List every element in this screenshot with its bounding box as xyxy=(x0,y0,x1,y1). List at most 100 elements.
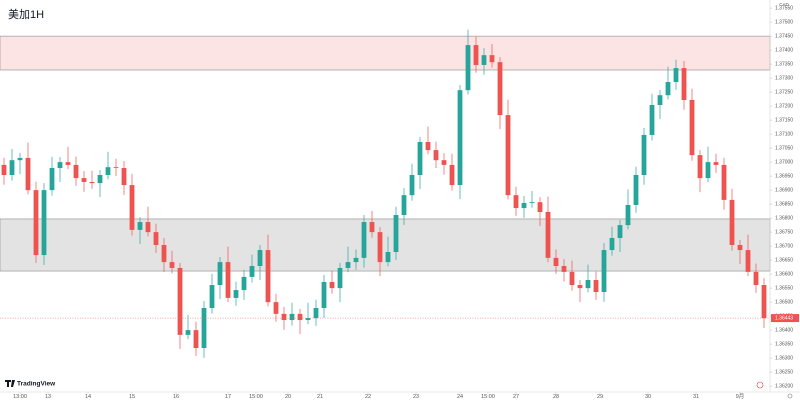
candle-body xyxy=(329,281,335,289)
candle-body xyxy=(161,245,167,263)
y-tick-label: 1.36300 xyxy=(775,355,793,361)
y-tick-label: 1.36400 xyxy=(775,327,793,333)
candle-body xyxy=(9,160,15,175)
candle-body xyxy=(705,162,711,179)
y-tick-label: 1.36600 xyxy=(775,271,793,277)
candle-body xyxy=(753,271,759,286)
y-axis: 1.37550 1.37500 1.37450 1.37400 1.37350 1.373… xyxy=(770,5,799,389)
candle-body xyxy=(601,250,607,293)
candle-body xyxy=(393,215,399,252)
candle-body xyxy=(585,280,591,289)
candle-body xyxy=(545,211,551,258)
candle-body xyxy=(721,164,727,200)
candle-body xyxy=(257,250,263,266)
candle-body xyxy=(593,280,599,293)
x-tick-label: 24 xyxy=(457,394,463,400)
candle-body xyxy=(657,95,663,105)
candle-body xyxy=(25,157,31,191)
y-tick-label: 1.37100 xyxy=(775,131,793,137)
y-tick-label: 1.37550 xyxy=(775,5,793,11)
y-tick-label: 1.37350 xyxy=(775,61,793,67)
candle-body xyxy=(649,105,655,135)
x-tick-label: 28 xyxy=(553,394,559,400)
last-price-box xyxy=(771,314,799,323)
candle-body xyxy=(449,164,455,186)
candle-body xyxy=(577,285,583,289)
y-tick-label: 1.37400 xyxy=(775,47,793,53)
candle-body xyxy=(673,68,679,83)
candle-body xyxy=(281,313,287,321)
candle-body xyxy=(481,55,487,65)
x-tick-label: 29 xyxy=(597,394,603,400)
candle-body xyxy=(689,99,695,156)
candle-body xyxy=(265,250,271,303)
y-tick-label: 1.37300 xyxy=(775,75,793,81)
settings-icon[interactable] xyxy=(787,393,793,399)
x-tick-label: 17 xyxy=(225,394,231,400)
logo-icon xyxy=(5,380,15,387)
y-tick-label: 1.36200 xyxy=(775,383,793,389)
x-tick-label: 20 xyxy=(285,394,291,400)
logo-text: TradingView xyxy=(17,381,56,388)
x-tick-label: 31 xyxy=(693,394,699,400)
candle-body xyxy=(209,285,215,308)
candle-body xyxy=(81,178,87,182)
x-tick-label: 13 xyxy=(45,394,51,400)
chart-title: 美加1H xyxy=(8,8,44,21)
y-tick-label: 1.37150 xyxy=(775,117,793,123)
candle-body xyxy=(113,167,119,168)
candle-body xyxy=(185,330,191,335)
x-axis: 13:00 13 14 15 16 17 15:00 20 21 22 23 24 15:00 27 28 2… xyxy=(13,392,744,400)
candle-body xyxy=(153,232,159,245)
candle-body xyxy=(529,202,535,203)
price-zone xyxy=(0,218,771,272)
candle-body xyxy=(129,185,135,230)
candle-body xyxy=(633,175,639,205)
candle-body xyxy=(49,168,55,191)
candle-body xyxy=(249,266,255,277)
zones xyxy=(0,35,771,272)
candle-body xyxy=(569,271,575,286)
candle-body xyxy=(401,195,407,216)
y-tick-label: 1.37500 xyxy=(775,19,793,25)
candle-body xyxy=(665,82,671,96)
last-price-label: 1.36443 xyxy=(775,315,793,321)
y-tick-label: 1.36550 xyxy=(775,285,793,291)
candle-body xyxy=(73,164,79,179)
candle-body xyxy=(409,175,415,196)
y-tick-label: 1.37050 xyxy=(775,145,793,151)
x-tick-label: 27 xyxy=(513,394,519,400)
candle-body xyxy=(513,195,519,209)
y-tick-label: 1.36350 xyxy=(775,341,793,347)
candle-body xyxy=(745,250,751,272)
candle-body xyxy=(225,262,231,298)
candle-body xyxy=(761,285,767,319)
candle-body xyxy=(473,45,479,65)
y-tick-label: 1.36250 xyxy=(775,369,793,375)
y-tick-label: 1.36800 xyxy=(775,215,793,221)
candle-body xyxy=(177,267,183,335)
x-tick-label: 13:00 xyxy=(13,394,27,400)
candle-body xyxy=(105,167,111,175)
y-tick-label: 1.36500 xyxy=(775,299,793,305)
x-tick-label: 14 xyxy=(85,394,91,400)
candle-body xyxy=(489,55,495,63)
candle-body xyxy=(697,155,703,179)
candle-body xyxy=(321,281,327,308)
candle-body xyxy=(609,238,615,251)
alert-icon[interactable] xyxy=(756,381,764,389)
x-tick-label: 15:00 xyxy=(481,394,495,400)
candle-body xyxy=(457,90,463,186)
candle-body xyxy=(313,308,319,319)
candle-body xyxy=(641,134,647,175)
y-tick-label: 1.36850 xyxy=(775,201,793,207)
candle-body xyxy=(41,190,47,256)
candle-body xyxy=(305,318,311,321)
candle-body xyxy=(417,141,423,175)
y-tick-label: 1.36950 xyxy=(775,173,793,179)
candle-body xyxy=(369,222,375,233)
logo: TradingView xyxy=(5,380,56,388)
candle-body xyxy=(65,162,71,165)
